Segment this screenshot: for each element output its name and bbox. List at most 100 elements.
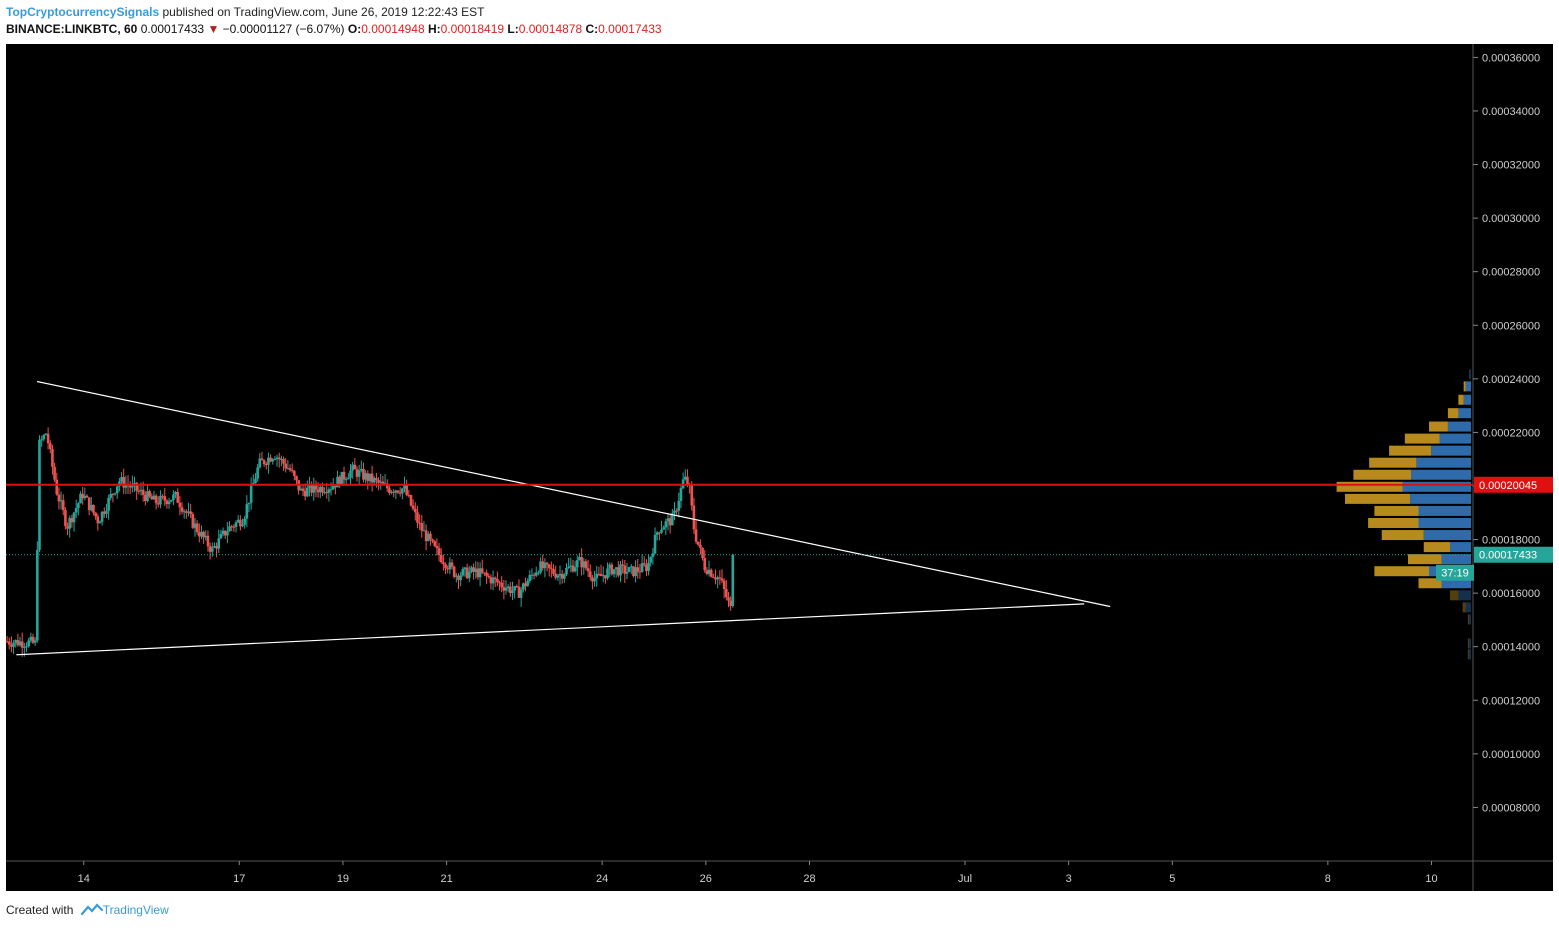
candle-body	[55, 479, 59, 495]
candle-body	[729, 600, 732, 607]
candle-body	[683, 476, 687, 480]
candle-body	[461, 568, 465, 576]
candle-body	[608, 564, 611, 569]
candle-body	[606, 568, 609, 579]
price-tick-label: 0.00012000	[1482, 695, 1540, 707]
candle-body	[537, 572, 540, 574]
candle-body	[243, 518, 246, 525]
candle-body	[98, 521, 102, 524]
candles	[5, 427, 735, 657]
price-tick-label: 0.00008000	[1482, 802, 1540, 814]
candle-body	[318, 486, 322, 493]
candle-body	[480, 568, 484, 573]
candle-body	[42, 435, 46, 440]
candle-body	[593, 578, 596, 582]
candle-body	[610, 564, 614, 575]
tradingview-brand[interactable]: TradingView	[102, 903, 169, 917]
candle-body	[144, 494, 147, 502]
candle-body	[554, 573, 557, 578]
candle-body	[401, 488, 404, 494]
tradingview-logo-icon	[80, 903, 103, 920]
time-tick-label: 3	[1066, 873, 1072, 885]
candle-body	[550, 568, 553, 570]
close-label: C:	[585, 22, 599, 36]
volume-profile-bar-down	[1374, 566, 1429, 577]
volume-profile-bar-up	[1468, 649, 1471, 660]
candle-body	[604, 575, 607, 579]
candle-body	[686, 476, 689, 485]
low-value: 0.00014878	[518, 22, 583, 36]
volume-profile-bar-up	[1418, 505, 1471, 516]
candle-body	[146, 491, 149, 502]
volume-profile-bar-up	[1458, 408, 1471, 419]
candle-body	[111, 493, 115, 495]
price-tick-label: 0.00032000	[1482, 160, 1540, 172]
candle-body	[504, 588, 508, 591]
level-price-label: 0.00020045	[1479, 480, 1537, 492]
candle-body	[675, 510, 678, 512]
price-tick-label: 0.00022000	[1482, 427, 1540, 439]
change-text: −0.00001127 (−6.07%)	[222, 22, 345, 36]
candle-body	[96, 516, 100, 524]
drawings	[6, 380, 1473, 656]
candle-body	[137, 490, 141, 492]
time-tick-label: 14	[78, 873, 90, 885]
candle-body	[422, 530, 426, 532]
last-price-text: 0.00017433	[140, 22, 205, 36]
candle-body	[187, 511, 190, 513]
author-link[interactable]: TopCryptocurrencySignals	[6, 5, 160, 19]
volume-profile-bar-down	[1467, 649, 1469, 660]
candle-body	[249, 485, 253, 503]
candle-body	[31, 636, 35, 643]
ohlc-legend: BINANCE:LINKBTC, 60 0.00017433 ▼ −0.0000…	[6, 22, 662, 36]
candle-body	[72, 512, 76, 523]
symbol-label: BINANCE:LINKBTC, 60	[6, 22, 138, 36]
candle-body	[599, 573, 603, 577]
candle-body	[150, 496, 154, 500]
candle-body	[159, 495, 162, 505]
candle-body	[446, 568, 449, 570]
candle-body	[431, 539, 434, 542]
candle-body	[331, 485, 335, 490]
candle-body	[459, 575, 462, 581]
candle-body	[506, 586, 510, 589]
candle-body	[565, 568, 568, 575]
candle-body	[437, 548, 441, 556]
high-label: H:	[427, 22, 441, 36]
candle-body	[612, 569, 616, 575]
volume-profile-bar-up	[1402, 481, 1471, 492]
candle-body	[530, 574, 534, 576]
candle-body	[433, 541, 437, 546]
volume-profile-bar-down	[1418, 578, 1442, 589]
candle-body	[718, 577, 722, 579]
candle-body	[299, 488, 303, 491]
price-axis[interactable]: 0.00036000 0.00034000 0.00032000 0.00030000…	[1473, 52, 1540, 814]
candle-body	[377, 479, 380, 483]
candle-body	[64, 510, 67, 527]
price-tick-label: 0.00030000	[1482, 213, 1540, 225]
candle-body	[632, 566, 635, 577]
candle-body	[457, 575, 460, 581]
price-tick-label: 0.00024000	[1482, 374, 1540, 386]
candle-body	[388, 488, 391, 493]
candle-body	[70, 517, 74, 523]
candle-body	[411, 505, 415, 509]
candle-body	[234, 522, 238, 527]
candle-body	[10, 644, 13, 647]
down-arrow-icon: ▼	[207, 22, 220, 36]
trendline-lower	[16, 603, 1085, 656]
time-axis-background	[6, 861, 1553, 891]
level-price-badge	[1474, 476, 1553, 493]
time-axis[interactable]: 14 17 19 21 24 26 28 Jul 3 5 8 10	[78, 861, 1438, 885]
candle-body	[547, 564, 551, 569]
candle-body	[215, 545, 218, 549]
volume-profile-bar-down	[1336, 481, 1403, 492]
candle-body	[301, 488, 305, 491]
candle-body	[340, 471, 344, 486]
candle-body	[109, 493, 113, 498]
candle-body	[83, 495, 87, 499]
candle-body	[40, 439, 43, 441]
candle-body	[545, 562, 549, 565]
candle-body	[668, 518, 672, 526]
